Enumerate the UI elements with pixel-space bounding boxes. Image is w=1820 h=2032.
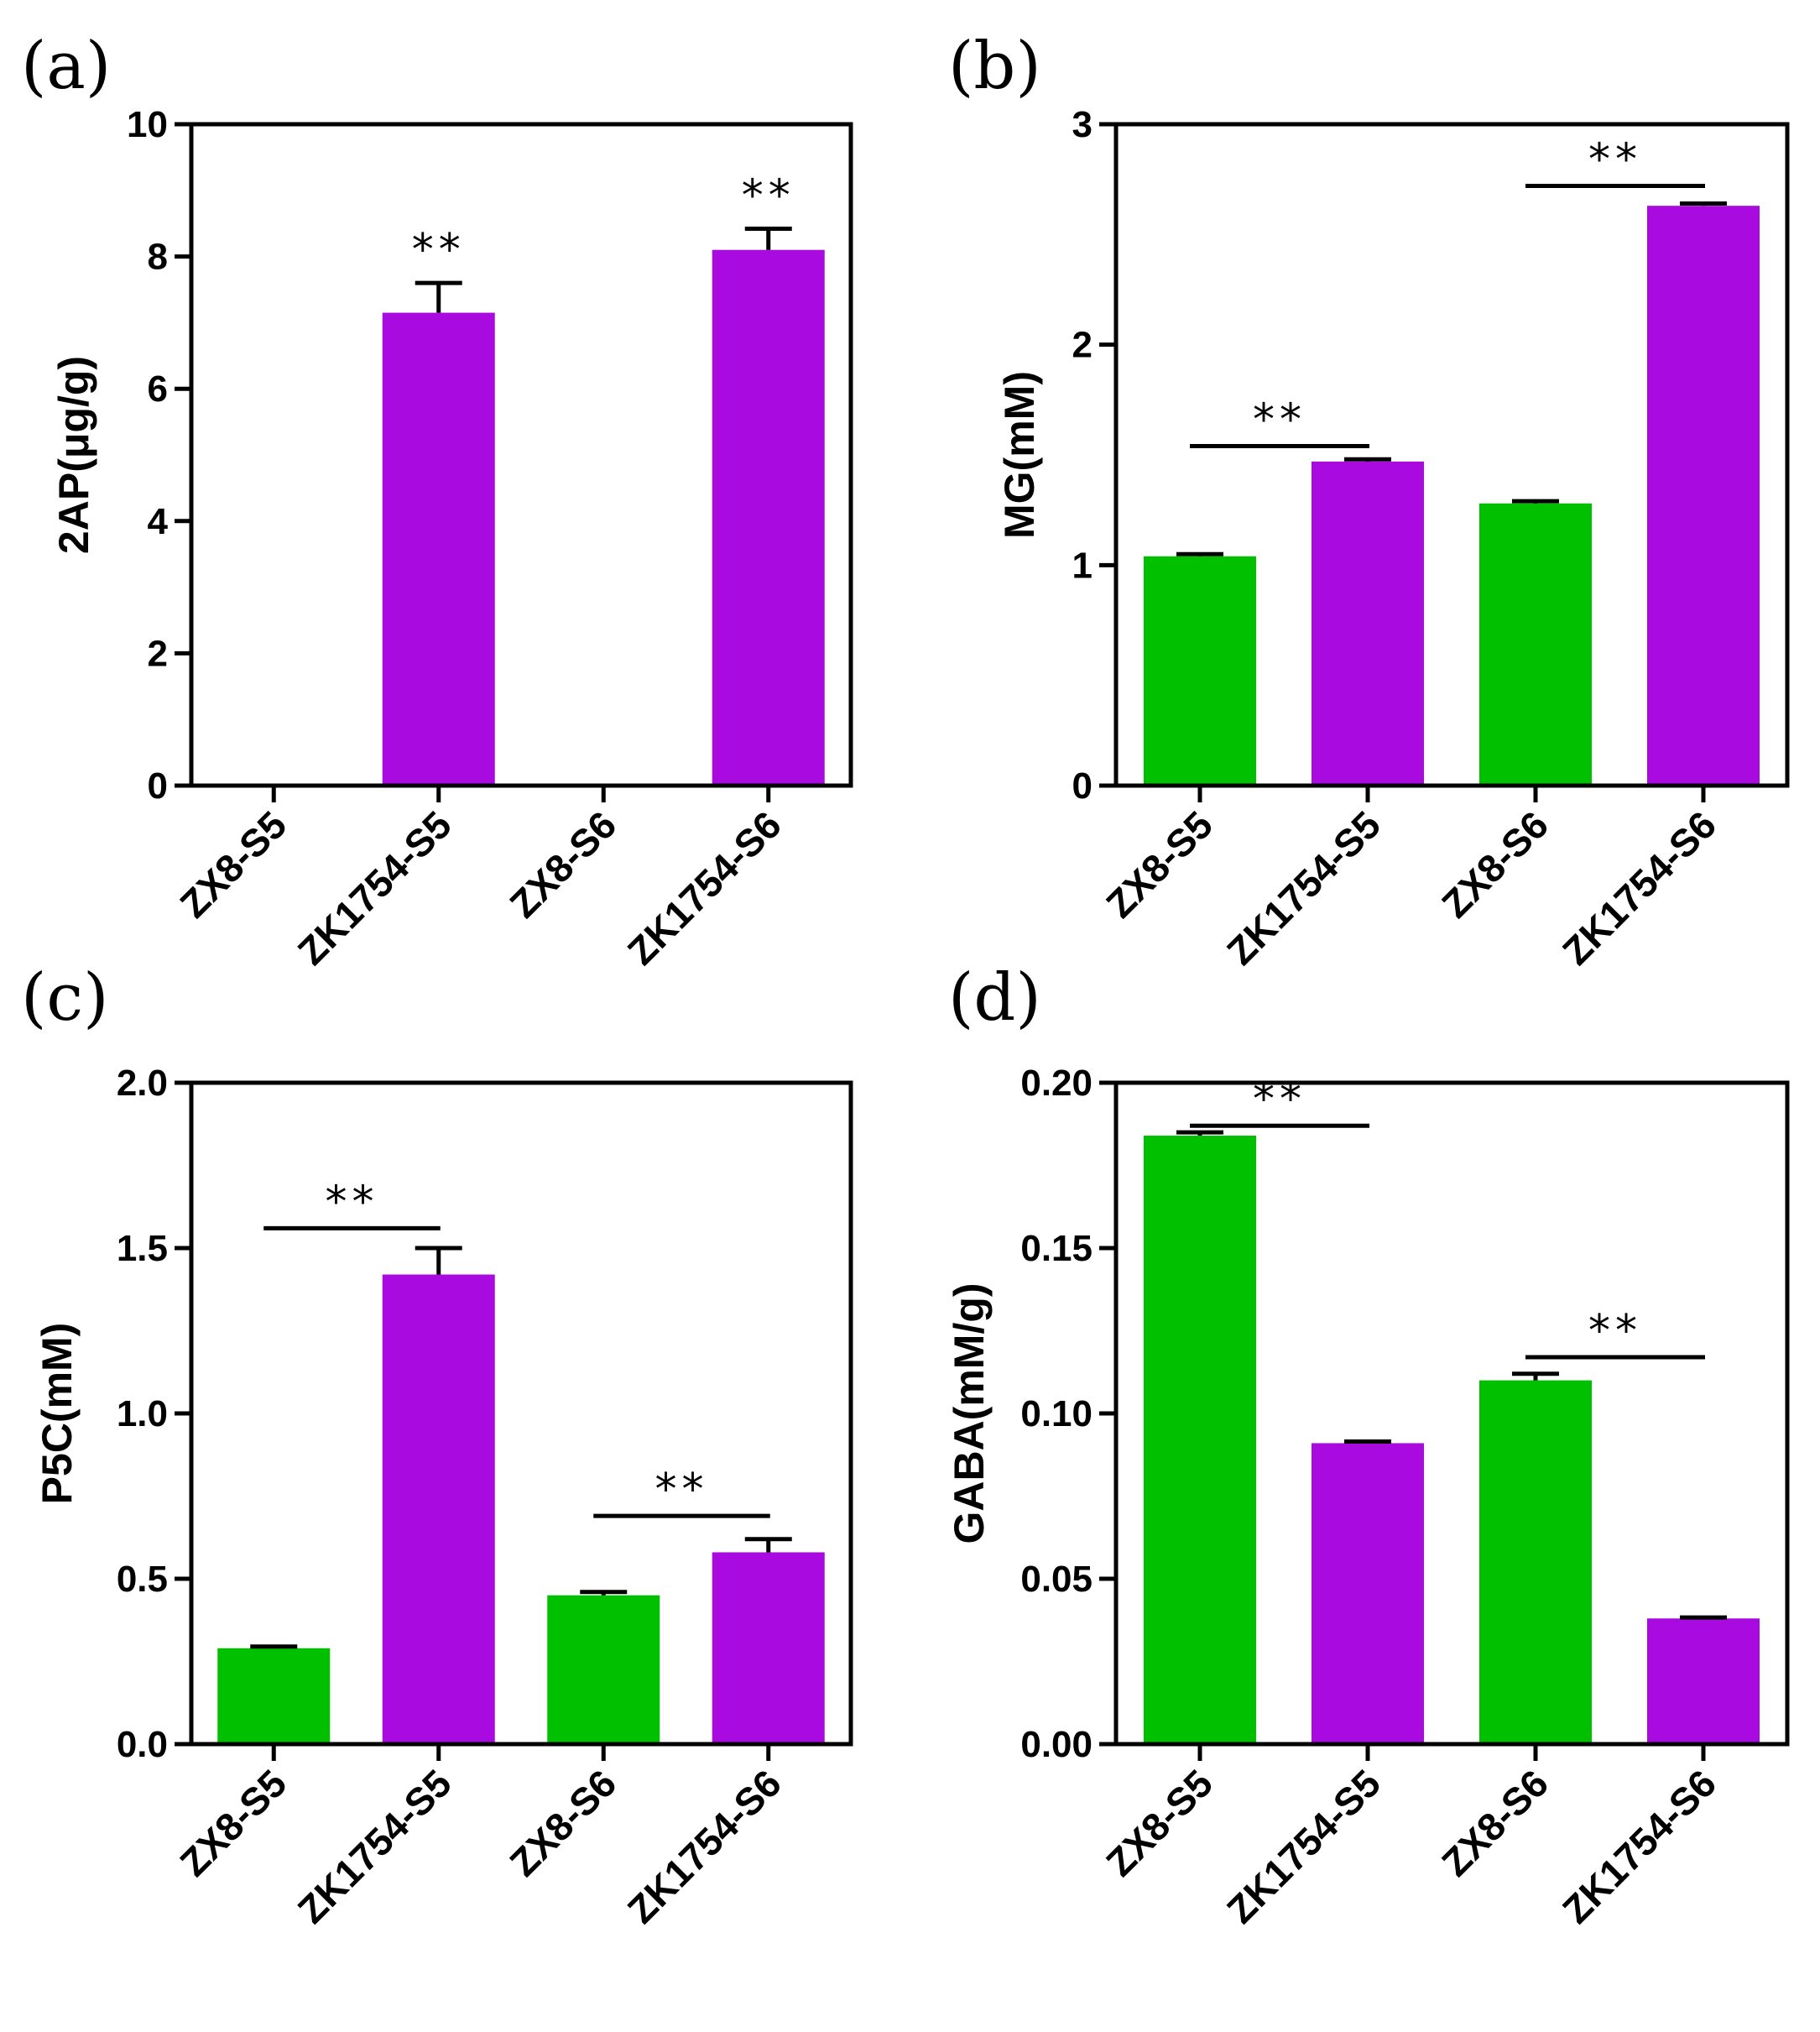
x-tick-label: ZX8-S6 bbox=[501, 1761, 624, 1884]
significance-marker: ** bbox=[412, 225, 466, 275]
y-tick-label: 2 bbox=[148, 633, 168, 674]
y-tick-label: 0.15 bbox=[1020, 1228, 1093, 1269]
bar bbox=[712, 1552, 825, 1744]
panel-letter: (b) bbox=[948, 29, 1041, 104]
significance-marker: ** bbox=[1588, 135, 1642, 185]
y-tick-label: 0.00 bbox=[1020, 1724, 1093, 1765]
plot-frame bbox=[1113, 122, 1790, 788]
bar bbox=[1479, 1380, 1592, 1744]
panel-letter: (c) bbox=[21, 960, 109, 1036]
panel-letter: (a) bbox=[21, 29, 111, 104]
y-tick-label: 10 bbox=[127, 104, 168, 145]
y-tick-label: 0 bbox=[148, 765, 168, 807]
significance-marker: ** bbox=[1253, 394, 1306, 445]
y-tick-label: 2.0 bbox=[117, 1063, 168, 1104]
bar bbox=[1144, 556, 1256, 786]
y-axis-title: GABA(mM/g) bbox=[946, 1282, 993, 1544]
x-tick-label: ZK1754-S5 bbox=[289, 802, 460, 973]
x-tick-label: ZK1754-S6 bbox=[1554, 1761, 1724, 1931]
y-tick-label: 6 bbox=[148, 368, 168, 410]
x-tick-label: ZK1754-S6 bbox=[1554, 802, 1724, 973]
bar bbox=[1647, 1618, 1760, 1744]
significance-marker: ** bbox=[1253, 1074, 1306, 1125]
y-tick-label: 0.05 bbox=[1020, 1559, 1093, 1600]
x-tick-label: ZK1754-S5 bbox=[289, 1761, 460, 1931]
y-tick-label: 0.10 bbox=[1020, 1393, 1093, 1434]
x-tick-label: ZK1754-S6 bbox=[619, 802, 790, 973]
y-tick-label: 4 bbox=[148, 501, 169, 542]
x-tick-label: ZX8-S5 bbox=[171, 1761, 295, 1884]
y-tick-label: 8 bbox=[148, 237, 168, 278]
bar bbox=[1312, 461, 1424, 786]
y-axis-title: P5C(mM) bbox=[34, 1323, 81, 1505]
x-tick-label: ZX8-S6 bbox=[1433, 802, 1557, 926]
y-tick-label: 1 bbox=[1072, 545, 1093, 586]
bar bbox=[1144, 1136, 1256, 1744]
plot-frame bbox=[189, 122, 853, 788]
bar bbox=[382, 312, 495, 786]
bar bbox=[1647, 206, 1760, 786]
bar bbox=[547, 1595, 660, 1744]
panel-letter: (d) bbox=[948, 960, 1041, 1036]
x-tick-label: ZK1754-S5 bbox=[1218, 802, 1389, 973]
y-tick-label: 1.0 bbox=[117, 1393, 168, 1434]
bar bbox=[1479, 503, 1592, 786]
significance-marker: ** bbox=[742, 171, 795, 222]
x-tick-label: ZX8-S5 bbox=[1098, 1761, 1221, 1884]
y-axis-title: 2AP(μg/g) bbox=[50, 356, 97, 554]
x-tick-label: ZX8-S5 bbox=[1098, 802, 1221, 926]
significance-marker: ** bbox=[1588, 1306, 1642, 1356]
y-tick-label: 2 bbox=[1072, 325, 1093, 366]
y-tick-label: 0.5 bbox=[117, 1559, 168, 1600]
x-tick-label: ZX8-S6 bbox=[501, 802, 624, 926]
x-tick-label: ZX8-S6 bbox=[1433, 1761, 1557, 1884]
x-tick-label: ZK1754-S5 bbox=[1218, 1761, 1389, 1931]
bar bbox=[217, 1648, 331, 1744]
y-tick-label: 0.20 bbox=[1020, 1063, 1093, 1104]
y-tick-label: 0 bbox=[1072, 765, 1093, 807]
bar bbox=[382, 1274, 495, 1744]
y-tick-label: 3 bbox=[1072, 104, 1093, 145]
x-tick-label: ZK1754-S6 bbox=[619, 1761, 790, 1931]
significance-marker: ** bbox=[326, 1177, 379, 1227]
y-tick-label: 1.5 bbox=[117, 1228, 168, 1269]
bar bbox=[712, 249, 825, 786]
significance-marker: ** bbox=[655, 1465, 709, 1515]
x-tick-label: ZX8-S5 bbox=[171, 802, 295, 926]
y-axis-title: MG(mM) bbox=[996, 371, 1043, 539]
bar bbox=[1312, 1443, 1424, 1744]
y-tick-label: 0.0 bbox=[117, 1724, 168, 1765]
